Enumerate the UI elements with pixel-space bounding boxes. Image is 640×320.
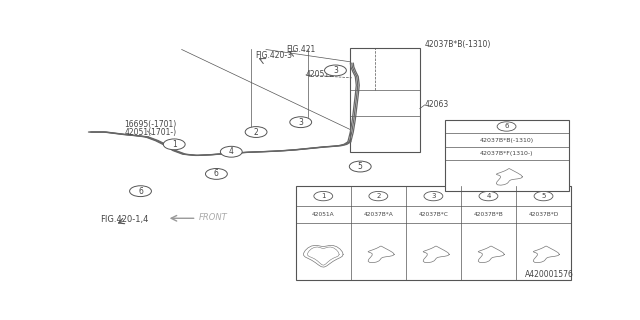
Text: FIG.421: FIG.421 (286, 45, 315, 54)
Circle shape (129, 186, 152, 196)
Text: 16695(-1701): 16695(-1701) (125, 120, 177, 129)
Text: FRONT: FRONT (199, 212, 228, 221)
Text: 42037B*B: 42037B*B (474, 212, 503, 217)
Text: 5: 5 (358, 162, 363, 171)
Text: 6: 6 (504, 124, 509, 130)
Circle shape (245, 127, 267, 138)
Circle shape (220, 146, 242, 157)
Text: 1: 1 (172, 140, 177, 149)
Text: 6: 6 (214, 169, 219, 179)
Text: 42051A: 42051A (312, 212, 335, 217)
Text: 42063: 42063 (425, 100, 449, 109)
Text: 42037B*B(-1310): 42037B*B(-1310) (425, 40, 491, 49)
Text: FIG.420-3: FIG.420-3 (255, 51, 292, 60)
Text: 42037B*A: 42037B*A (364, 212, 393, 217)
Circle shape (369, 191, 388, 201)
Text: 3: 3 (298, 118, 303, 127)
Text: FIG.420-1,4: FIG.420-1,4 (100, 215, 148, 224)
Circle shape (290, 117, 312, 128)
Bar (350, 48, 420, 152)
Text: 3: 3 (333, 66, 338, 75)
Circle shape (349, 161, 371, 172)
Text: 42051B: 42051B (306, 70, 335, 79)
Circle shape (534, 191, 553, 201)
Text: 1: 1 (321, 193, 326, 199)
Circle shape (324, 65, 346, 76)
Bar (445, 120, 568, 191)
Text: 2: 2 (376, 193, 381, 199)
Circle shape (479, 191, 498, 201)
Circle shape (424, 191, 443, 201)
Text: 6: 6 (138, 187, 143, 196)
Circle shape (163, 139, 185, 150)
Text: 2: 2 (253, 128, 259, 137)
Bar (296, 186, 571, 280)
Circle shape (497, 122, 516, 131)
Text: 42037B*C: 42037B*C (419, 212, 449, 217)
Circle shape (314, 191, 333, 201)
Circle shape (205, 169, 227, 179)
Text: 4: 4 (486, 193, 491, 199)
Text: A420001576: A420001576 (525, 270, 573, 279)
Text: 42051(1701-): 42051(1701-) (125, 128, 177, 137)
Text: 42037B*D: 42037B*D (529, 212, 559, 217)
Text: 42037B*F(1310-): 42037B*F(1310-) (480, 151, 533, 156)
Text: 42037B*B(-1310): 42037B*B(-1310) (479, 138, 534, 142)
Text: 4: 4 (229, 147, 234, 156)
Text: 3: 3 (431, 193, 436, 199)
Text: 5: 5 (541, 193, 546, 199)
